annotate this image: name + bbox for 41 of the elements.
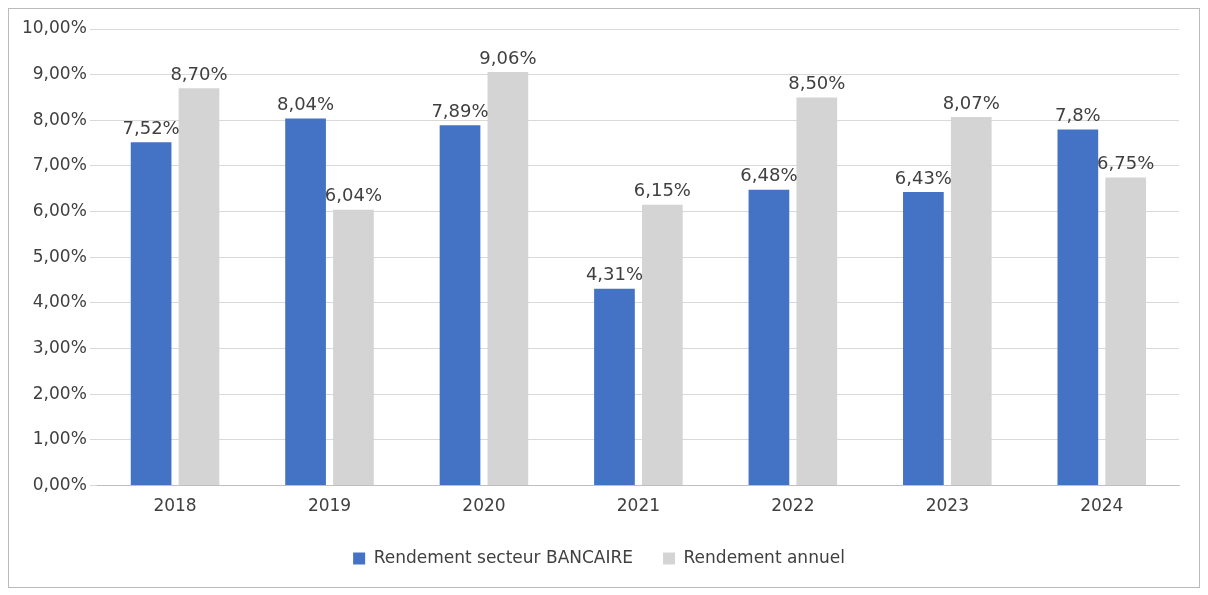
data-label: 6,43%	[894, 166, 952, 188]
x-tick-label: 2020	[462, 495, 506, 516]
legend-label: Rendement secteur BANCAIRE	[373, 546, 634, 567]
data-label: 8,70%	[170, 63, 228, 85]
data-label: 6,48%	[740, 164, 798, 186]
data-label: 8,50%	[788, 72, 846, 94]
bar	[130, 142, 172, 486]
data-label: 6,04%	[324, 184, 383, 206]
y-tick-label: 10,00%	[21, 17, 87, 38]
x-tick-label: 2023	[925, 495, 969, 516]
data-label: 8,04%	[276, 93, 335, 115]
bar	[594, 288, 635, 486]
y-tick-label: 2,00%	[32, 382, 87, 403]
x-tick-label: 2021	[616, 495, 661, 516]
y-tick-label: 9,00%	[32, 63, 87, 84]
data-label: 6,75%	[1097, 152, 1155, 174]
bar	[903, 192, 944, 486]
y-tick-label: 1,00%	[32, 428, 87, 449]
data-label: 6,15%	[633, 179, 691, 201]
bar	[285, 118, 326, 486]
x-tick-label: 2018	[153, 495, 197, 516]
y-tick-label: 8,00%	[32, 108, 87, 129]
y-tick-label: 7,00%	[32, 154, 87, 175]
y-tick-label: 0,00%	[32, 474, 87, 495]
y-tick-label: 6,00%	[32, 200, 87, 221]
y-tick-label: 3,00%	[32, 337, 87, 358]
data-label: 9,06%	[479, 46, 537, 68]
data-label: 7,52%	[122, 116, 180, 138]
bar	[439, 125, 481, 486]
bar	[748, 189, 790, 486]
x-tick-label: 2019	[307, 495, 352, 516]
x-tick-label: 2024	[1080, 495, 1124, 516]
y-tick-label: 5,00%	[32, 245, 87, 266]
data-label: 4,31%	[585, 263, 644, 285]
data-label: 7,89%	[431, 100, 489, 122]
bar	[1057, 129, 1099, 486]
y-tick-label: 4,00%	[32, 291, 87, 312]
data-label: 8,07%	[942, 91, 1000, 113]
x-tick-label: 2022	[771, 495, 815, 516]
legend-label: Rendement annuel	[683, 546, 845, 567]
data-label: 7,8%	[1054, 104, 1101, 126]
